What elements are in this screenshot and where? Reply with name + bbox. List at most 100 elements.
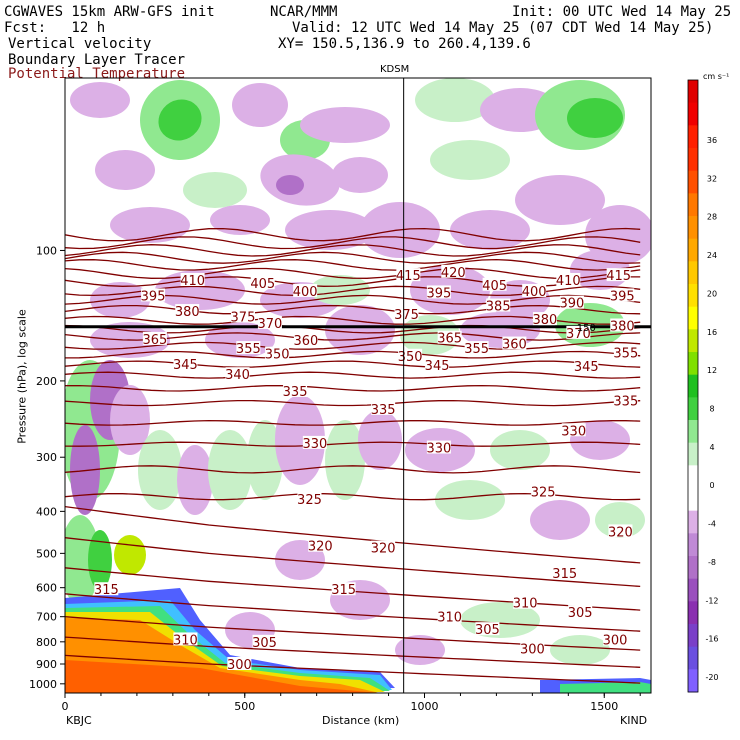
theta-label: 350: [265, 348, 290, 363]
colorbar-label: 0: [709, 481, 714, 490]
x-tick-label: 1000: [411, 700, 439, 713]
colorbar-swatch: [688, 420, 698, 444]
theta-label-bg: [225, 367, 250, 381]
theta-label-bg: [475, 622, 500, 636]
theta-label-bg: [613, 345, 638, 359]
velocity-cell: [550, 635, 610, 665]
theta-label: 335: [613, 395, 638, 410]
theta-label-bg: [520, 641, 545, 655]
theta-label-bg: [552, 566, 577, 580]
velocity-cell: [300, 107, 390, 143]
theta-label-bg: [227, 656, 252, 670]
y-axis-title: Pressure (hPa), log scale: [15, 309, 29, 444]
theta-label: 415: [606, 269, 631, 284]
velocity-cell: [490, 430, 550, 470]
theta-label: 320: [608, 525, 633, 540]
theta-label: 345: [425, 359, 450, 374]
theta-contour: [65, 236, 641, 250]
theta-label-bg: [425, 358, 450, 372]
colorbar-swatch: [688, 442, 698, 466]
theta-label-bg: [396, 268, 421, 282]
theta-label: 345: [574, 360, 599, 375]
theta-label: 335: [283, 385, 308, 400]
velocity-cell: [70, 82, 130, 118]
y-tick-label: 1000: [29, 678, 57, 691]
theta-label: 315: [94, 583, 119, 598]
theta-label: 305: [568, 606, 593, 621]
theta-label-bg: [265, 346, 290, 360]
theta-label: 415: [396, 269, 421, 284]
colorbar-swatch: [688, 80, 698, 104]
colorbar-label: 20: [707, 289, 717, 298]
theta-label-bg: [308, 538, 333, 552]
colorbar-label: 24: [707, 251, 717, 260]
theta-label: 300: [520, 643, 545, 658]
x-axis-title: Distance (km): [322, 714, 400, 727]
theta-label-bg: [283, 383, 308, 397]
theta-label: 365: [142, 333, 167, 348]
velocity-cell: [515, 175, 605, 225]
colorbar-swatch: [688, 465, 698, 489]
theta-label: 330: [426, 442, 451, 457]
colorbar-swatch: [688, 216, 698, 240]
theta-label: 305: [252, 636, 277, 651]
velocity-cell: [247, 420, 283, 500]
velocity-cell: [208, 430, 252, 510]
theta-label: 380: [610, 320, 635, 335]
x-tick-label: 0: [62, 700, 69, 713]
theta-label: 310: [173, 633, 198, 648]
theta-label-bg: [655, 477, 679, 490]
velocity-cell: [332, 157, 388, 193]
theta-contour: [65, 341, 641, 350]
y-tick-label: 300: [36, 451, 57, 464]
theta-label: 325: [531, 486, 556, 501]
colorbar-swatch: [688, 510, 698, 534]
colorbar-swatch: [688, 578, 698, 602]
theta-label: 395: [426, 286, 451, 301]
theta-label-bg: [94, 582, 119, 596]
theta-label: 370: [258, 317, 283, 332]
theta-label-bg: [502, 336, 527, 350]
axes: 0 500 1000 1500 100 200 300 400 500 600 700 800 900 1…: [29, 78, 641, 713]
theta-label: 315: [331, 583, 356, 598]
theta-contour: [65, 616, 641, 651]
theta-label: 355: [464, 342, 489, 357]
velocity-cell: [110, 385, 150, 455]
right-endpoint-label: KIND: [620, 714, 648, 727]
theta-label: 345: [173, 358, 198, 373]
theta-label: 335: [371, 403, 396, 418]
colorbar-swatch: [688, 646, 698, 670]
theta-label-bg: [175, 304, 200, 318]
theta-label-bg: [522, 283, 547, 297]
colorbar-swatch: [688, 170, 698, 194]
y-tick-label: 700: [36, 611, 57, 624]
theta-label: 315: [552, 567, 577, 582]
colorbar-label: 16: [707, 328, 717, 337]
colorbar: 36 32 28 24 20 16 12 8 4 0 -4 -8 -12 -16 -20: [687, 79, 719, 693]
velocity-cell: [276, 175, 304, 195]
theta-label-bg: [250, 276, 275, 290]
theta-label: 420: [441, 266, 466, 281]
theta-label: 400: [293, 285, 318, 300]
theta-label: 380: [175, 305, 200, 320]
theta-label-bg: [230, 309, 255, 323]
colorbar-swatch: [688, 238, 698, 262]
colorbar-label: 8: [709, 405, 714, 414]
theta-label-bg: [574, 359, 599, 373]
theta-label-bg: [531, 484, 556, 498]
theta-contour: [65, 384, 641, 392]
theta-label-bg: [426, 440, 451, 454]
theta-contour: [65, 505, 641, 564]
velocity-cell: [114, 535, 146, 575]
plot-frame: [64, 77, 652, 694]
theta-label-bg: [180, 273, 205, 287]
theta-label-bg: [302, 435, 327, 449]
cross-section-coords: XY= 150.5,136.9 to 260.4,139.6: [278, 36, 531, 52]
colorbar-unit: cm s⁻¹: [703, 72, 730, 81]
theta-label-bg: [173, 632, 198, 646]
theta-label-bg: [142, 331, 167, 345]
theta-label-bg: [513, 595, 538, 609]
colorbar-swatch: [688, 261, 698, 285]
y-tick-label: 900: [36, 658, 57, 671]
